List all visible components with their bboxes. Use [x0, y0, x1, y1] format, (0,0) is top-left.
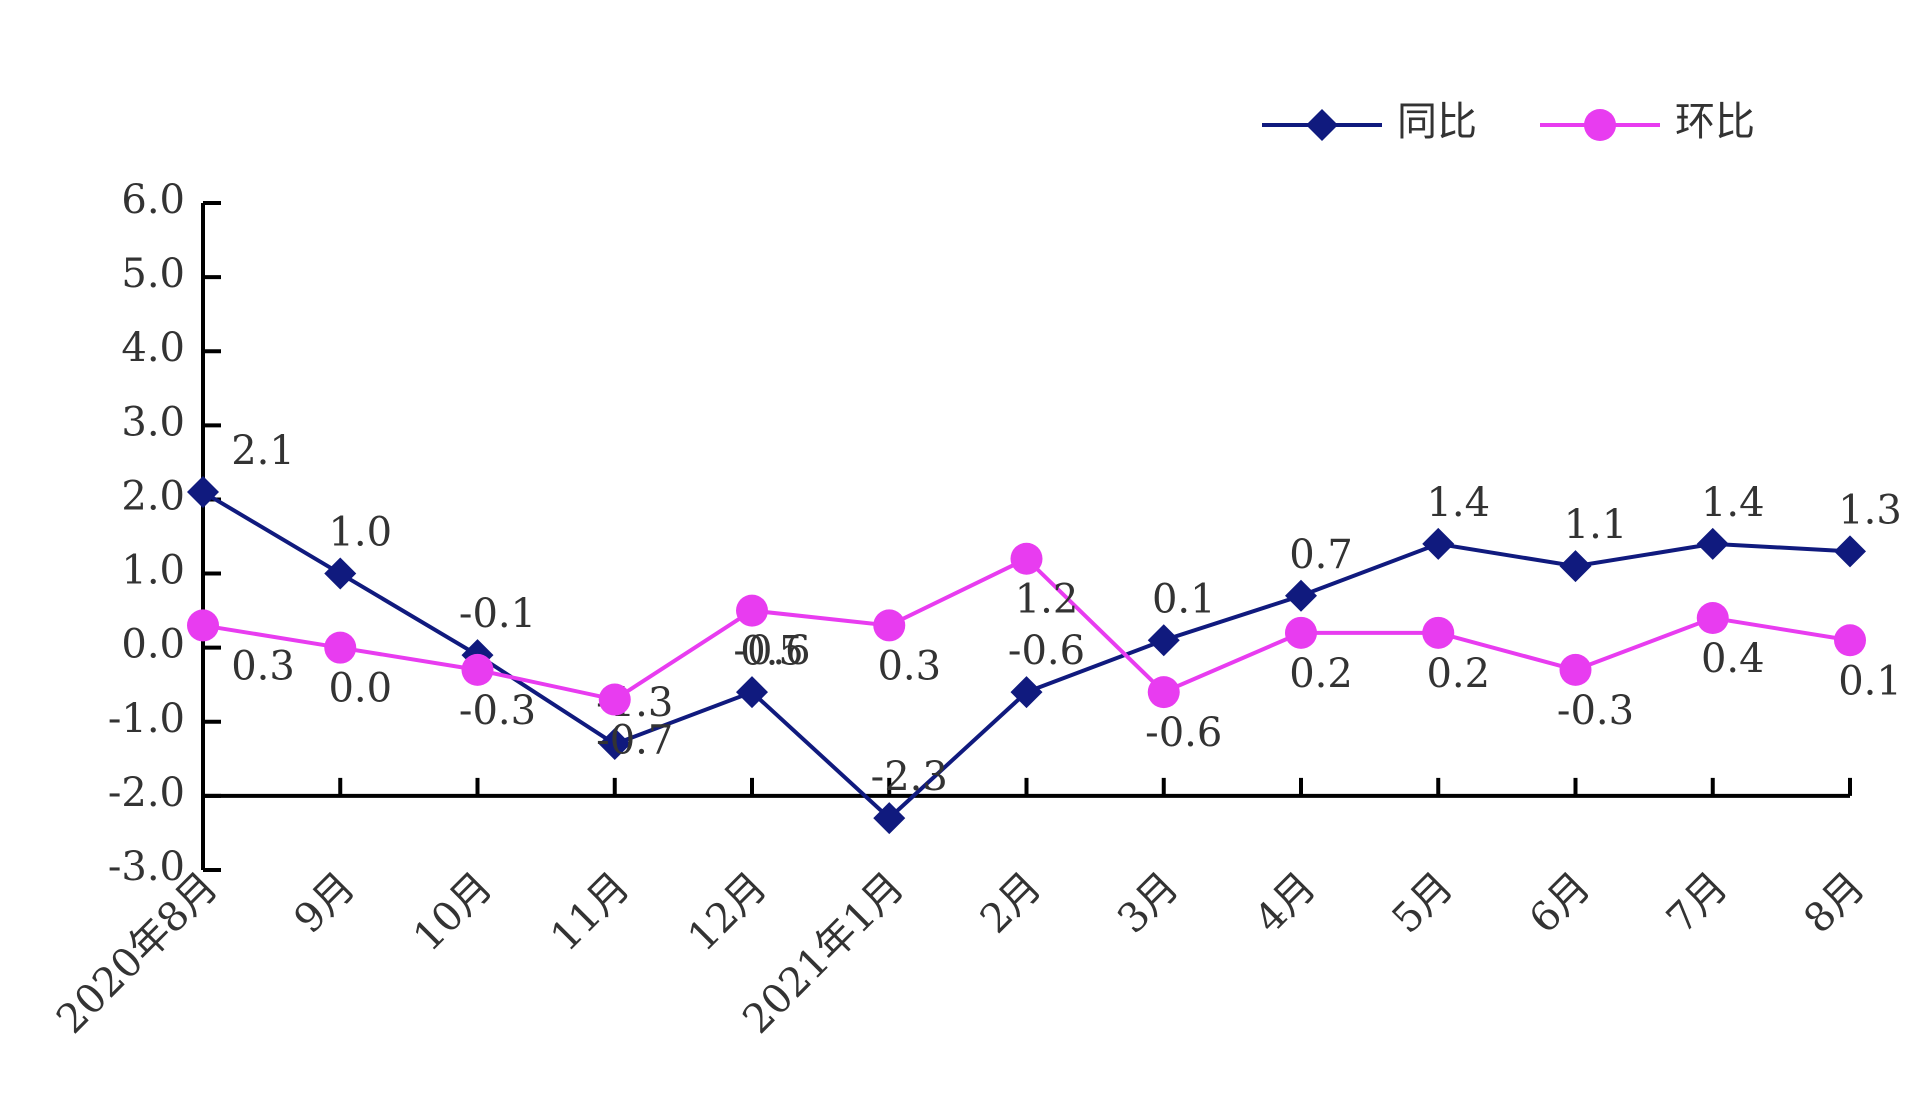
x-tick-label: 3月 — [1109, 864, 1188, 943]
x-tick-label: 12月 — [679, 864, 776, 961]
point — [187, 476, 219, 509]
y-tick-label: 2.0 — [121, 473, 185, 519]
legend-label: 环比 — [1675, 99, 1755, 145]
data-label: 0.2 — [1289, 651, 1353, 697]
point — [873, 609, 906, 642]
data-label: 1.0 — [328, 510, 392, 556]
y-tick-label: 1.0 — [121, 548, 185, 594]
data-label: 1.3 — [1838, 487, 1902, 533]
point — [1285, 579, 1317, 612]
point — [324, 557, 357, 590]
point — [736, 594, 768, 627]
x-tick-label: 4月 — [1246, 864, 1325, 943]
data-label: -0.3 — [459, 688, 536, 734]
x-tick-label: 2020年8月 — [48, 864, 227, 1043]
point — [461, 653, 494, 686]
y-tick-label: -1.0 — [108, 696, 185, 742]
point — [1696, 602, 1729, 635]
point — [1422, 527, 1455, 560]
x-tick-label: 8月 — [1795, 864, 1874, 943]
point — [1010, 542, 1043, 575]
data-label: 0.3 — [877, 643, 941, 689]
point — [873, 802, 906, 835]
x-tick-label: 2月 — [972, 864, 1051, 943]
y-tick-label: 6.0 — [121, 177, 185, 223]
y-tick-label: 4.0 — [121, 325, 185, 371]
y-tick-label: -3.0 — [108, 844, 185, 890]
data-label: 1.2 — [1015, 577, 1079, 623]
x-tick-label: 5月 — [1384, 864, 1463, 943]
data-label: 1.4 — [1701, 480, 1765, 526]
x-tick-label: 7月 — [1658, 864, 1737, 943]
point — [1559, 550, 1592, 583]
data-label: 0.5 — [740, 629, 804, 675]
point — [1559, 653, 1592, 686]
point — [1147, 676, 1180, 709]
point — [1422, 616, 1455, 649]
x-tick-label: 6月 — [1521, 864, 1600, 943]
legend-label: 同比 — [1397, 99, 1477, 145]
data-label: 0.0 — [328, 666, 392, 712]
x-tick-label: 9月 — [286, 864, 365, 943]
point — [1834, 624, 1866, 657]
point — [324, 631, 357, 664]
data-label: 1.4 — [1426, 480, 1490, 526]
data-label: 0.2 — [1426, 651, 1490, 697]
data-label: -0.6 — [733, 628, 810, 674]
data-label: -0.3 — [1557, 688, 1634, 734]
y-tick-label: -2.0 — [108, 770, 185, 816]
data-label: -2.3 — [871, 754, 948, 800]
point — [1147, 624, 1180, 657]
data-label: 0.1 — [1838, 658, 1902, 704]
x-tick-label: 11月 — [542, 864, 639, 961]
data-label: 2.1 — [231, 428, 295, 474]
point — [1696, 527, 1729, 560]
data-label: 0.7 — [1289, 532, 1353, 578]
data-label: -0.6 — [1145, 710, 1222, 756]
point — [1010, 676, 1043, 709]
data-label: 1.1 — [1564, 502, 1628, 548]
point — [1834, 535, 1866, 568]
data-label: 0.3 — [231, 643, 295, 689]
data-label: 0.4 — [1701, 636, 1765, 682]
y-tick-label: 0.0 — [121, 622, 185, 668]
data-label: 0.1 — [1152, 576, 1216, 622]
data-label: -0.7 — [596, 718, 673, 764]
point — [598, 728, 631, 761]
point — [1306, 109, 1338, 141]
point — [1584, 109, 1616, 141]
y-tick-label: 5.0 — [121, 251, 185, 297]
point — [187, 609, 219, 642]
data-label: -0.6 — [1008, 628, 1085, 674]
point — [598, 683, 631, 716]
point — [1285, 616, 1317, 649]
point — [736, 676, 768, 709]
series — [187, 542, 1866, 716]
x-tick-label: 10月 — [405, 864, 502, 961]
y-tick-label: 3.0 — [121, 399, 185, 445]
data-label: -0.1 — [459, 591, 536, 637]
series — [187, 476, 1866, 835]
